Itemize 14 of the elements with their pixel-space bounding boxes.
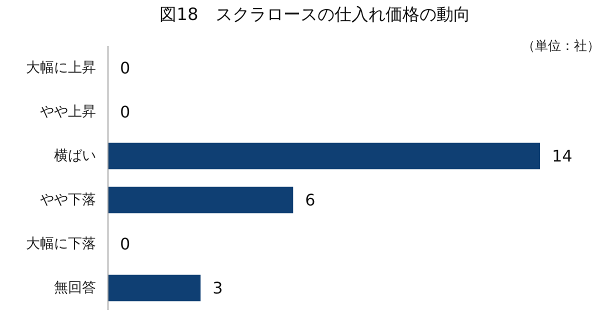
data-label: 0 <box>120 58 130 78</box>
y-tick-label: やや上昇 <box>40 104 96 120</box>
data-label: 6 <box>305 190 316 210</box>
y-tick-label: 横ばい <box>54 148 96 164</box>
y-tick-label: 大幅に下落 <box>26 236 96 252</box>
y-tick-label: 大幅に上昇 <box>26 60 96 76</box>
annotation: （単位：社） <box>522 39 600 54</box>
data-label: 0 <box>120 102 130 122</box>
data-label: 3 <box>212 278 223 298</box>
y-tick-label: やや下落 <box>40 192 96 208</box>
data-label: 14 <box>552 146 572 166</box>
data-label: 0 <box>120 234 130 254</box>
chart-title: 図18 スクラロースの仕入れ価格の動向 <box>160 5 470 25</box>
y-tick-label: 無回答 <box>54 280 96 296</box>
